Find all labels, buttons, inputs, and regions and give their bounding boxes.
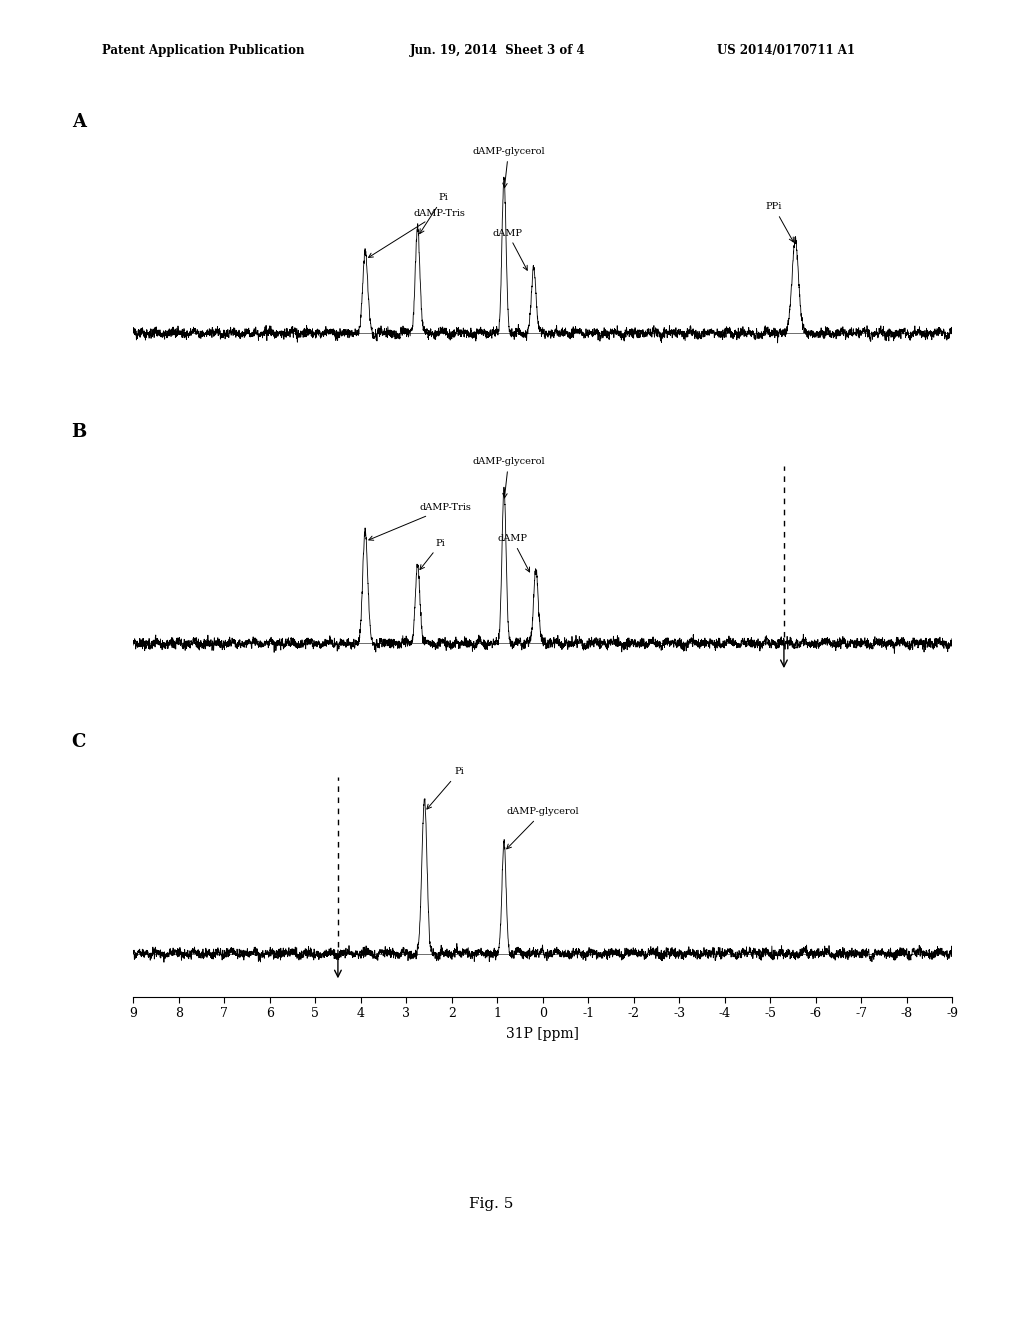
Text: dAMP-glycerol: dAMP-glycerol: [472, 457, 545, 498]
Text: C: C: [72, 734, 86, 751]
Text: B: B: [72, 424, 87, 441]
Text: A: A: [72, 112, 86, 131]
Text: dAMP-Tris: dAMP-Tris: [369, 503, 472, 540]
Text: Pi: Pi: [420, 539, 445, 569]
Text: Jun. 19, 2014  Sheet 3 of 4: Jun. 19, 2014 Sheet 3 of 4: [410, 44, 586, 57]
Text: Pi: Pi: [427, 767, 464, 809]
Text: dAMP-glycerol: dAMP-glycerol: [472, 147, 545, 187]
Text: dAMP-glycerol: dAMP-glycerol: [506, 808, 579, 849]
Text: PPi: PPi: [766, 202, 794, 242]
Text: dAMP: dAMP: [498, 535, 529, 572]
Text: Pi: Pi: [420, 193, 447, 234]
Text: US 2014/0170711 A1: US 2014/0170711 A1: [717, 44, 855, 57]
X-axis label: 31P [ppm]: 31P [ppm]: [506, 1027, 580, 1041]
Text: Fig. 5: Fig. 5: [469, 1197, 514, 1210]
Text: dAMP: dAMP: [493, 228, 527, 271]
Text: dAMP-Tris: dAMP-Tris: [369, 209, 465, 257]
Text: Patent Application Publication: Patent Application Publication: [102, 44, 305, 57]
